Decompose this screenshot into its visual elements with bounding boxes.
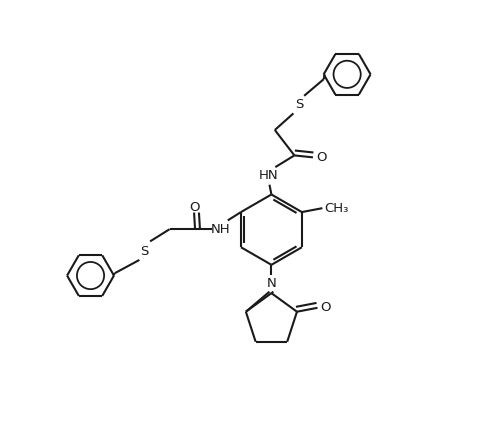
Text: NH: NH xyxy=(210,223,230,236)
Text: S: S xyxy=(140,245,148,258)
Text: O: O xyxy=(316,151,327,164)
Text: O: O xyxy=(189,201,199,214)
Text: N: N xyxy=(267,277,276,290)
Text: HN: HN xyxy=(259,169,279,182)
Text: O: O xyxy=(321,301,331,314)
Text: CH₃: CH₃ xyxy=(325,202,349,215)
Text: S: S xyxy=(295,98,303,111)
